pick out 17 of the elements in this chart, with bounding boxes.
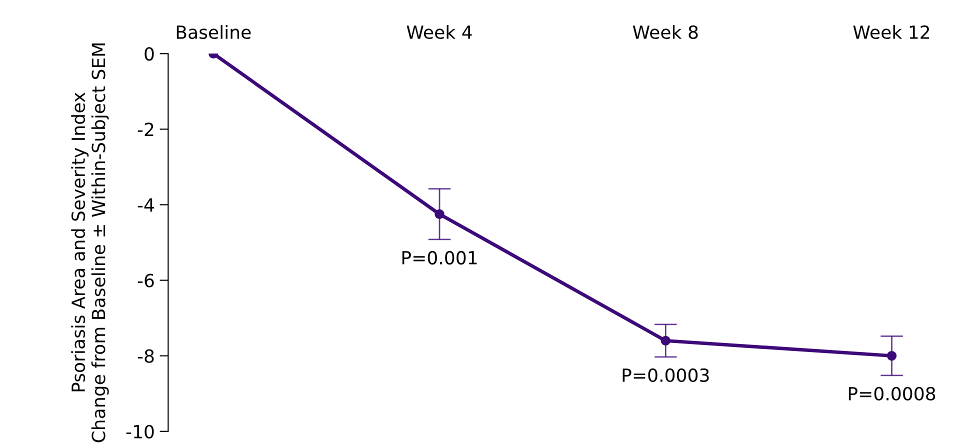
y-tick-label: 0 (144, 47, 154, 61)
point (886, 350, 897, 361)
annotation: P=0.0008 (848, 386, 936, 401)
y-tick-label: -6 (138, 274, 154, 288)
y-tick-label: -4 (138, 198, 154, 212)
annotation: P=0.001 (402, 250, 477, 265)
y-axis-title: Psoriasis Area and Severity Index Change from Baseline ± Within-Subject SEM (71, 44, 109, 442)
y-tick-label: -8 (138, 349, 154, 363)
point (660, 336, 670, 346)
x-tick-label: Week 4 (406, 25, 472, 40)
x-tick-label: Week 8 (632, 25, 698, 40)
x-tick-label: Week 12 (853, 25, 930, 40)
point (434, 209, 444, 220)
y-tick-label: -10 (126, 424, 154, 438)
x-tick-label: Baseline (176, 25, 251, 40)
annotation: P=0.0003 (622, 368, 709, 382)
y-tick-label: -2 (138, 122, 154, 136)
